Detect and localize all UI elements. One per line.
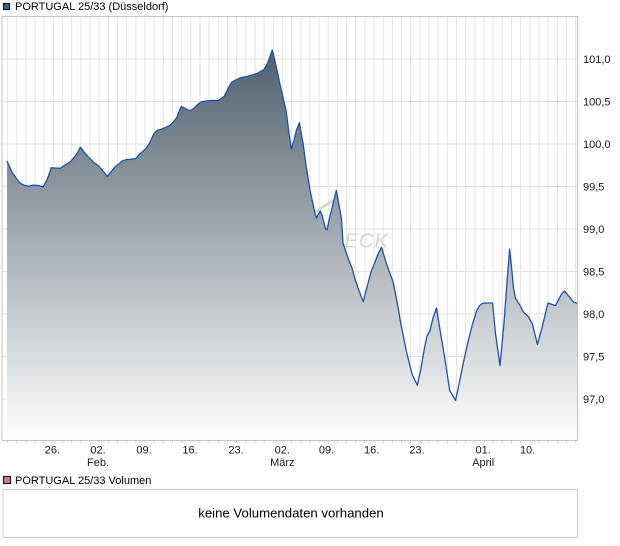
svg-text:97,5: 97,5 bbox=[583, 351, 604, 363]
svg-text:02.: 02. bbox=[90, 445, 105, 457]
svg-text:10.: 10. bbox=[520, 445, 535, 457]
svg-text:PORTUGAL 25/33 Volumen: PORTUGAL 25/33 Volumen bbox=[15, 475, 151, 487]
svg-text:98,0: 98,0 bbox=[583, 309, 604, 321]
svg-text:09.: 09. bbox=[136, 445, 151, 457]
svg-text:23.: 23. bbox=[228, 445, 243, 457]
svg-text:26.: 26. bbox=[45, 445, 60, 457]
svg-text:99,0: 99,0 bbox=[583, 224, 604, 236]
svg-text:ECK: ECK bbox=[345, 230, 390, 252]
svg-text:99,5: 99,5 bbox=[583, 181, 604, 193]
svg-text:02.: 02. bbox=[275, 445, 290, 457]
svg-text:101,0: 101,0 bbox=[583, 54, 611, 66]
svg-text:09.: 09. bbox=[319, 445, 334, 457]
svg-text:PORTUGAL 25/33 (Düsseldorf): PORTUGAL 25/33 (Düsseldorf) bbox=[15, 1, 168, 13]
svg-text:April: April bbox=[472, 457, 494, 469]
svg-text:Feb.: Feb. bbox=[87, 457, 109, 469]
svg-text:keine Volumendaten vorhanden: keine Volumendaten vorhanden bbox=[198, 506, 384, 521]
svg-text:100,0: 100,0 bbox=[583, 139, 611, 151]
svg-text:98,5: 98,5 bbox=[583, 266, 604, 278]
svg-text:16.: 16. bbox=[182, 445, 197, 457]
svg-text:100,5: 100,5 bbox=[583, 96, 611, 108]
svg-text:97,0: 97,0 bbox=[583, 394, 604, 406]
svg-text:März: März bbox=[270, 457, 294, 469]
svg-text:16.: 16. bbox=[364, 445, 379, 457]
svg-text:01.: 01. bbox=[476, 445, 491, 457]
svg-text:23.: 23. bbox=[409, 445, 424, 457]
